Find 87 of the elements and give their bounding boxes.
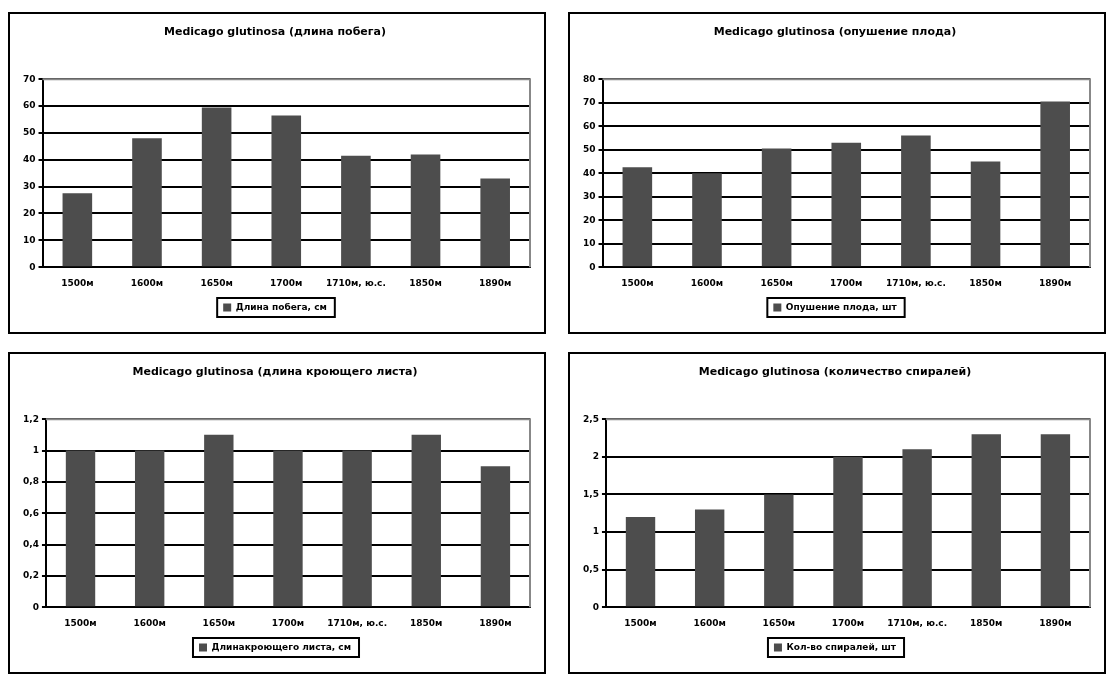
x-tick-label: 1600м	[690, 277, 724, 288]
y-tick-label: 20	[582, 214, 596, 225]
bar	[902, 449, 932, 607]
bar	[761, 148, 792, 267]
x-tick-label: 1850м	[969, 277, 1002, 288]
y-tick-label: 2,5	[582, 413, 599, 424]
bar	[831, 142, 862, 267]
legend-label: Длинакроющего листа, см	[211, 641, 352, 652]
y-tick-label: 50	[582, 144, 596, 155]
x-tick-label: 1700м	[831, 617, 865, 628]
x-tick-label: 1600м	[693, 617, 726, 628]
y-tick-label: 0,6	[22, 507, 39, 518]
bar	[970, 161, 1001, 267]
x-tick-label: 1600м	[133, 617, 166, 628]
y-tick-label: 20	[22, 207, 36, 218]
chart-title: Medicago glutinosa (длина кроющего листа)	[132, 365, 418, 379]
x-tick-label: 1890м	[478, 277, 512, 288]
x-tick-label: 1850м	[410, 617, 443, 628]
y-tick-label: 0,2	[22, 570, 39, 581]
y-tick-label: 2	[592, 451, 599, 462]
y-tick-label: 1	[32, 444, 39, 455]
chart-title: Medicago glutinosa (опушение плода)	[713, 25, 957, 39]
x-tick-label: 1500м	[61, 277, 94, 288]
x-tick-label: 1890м	[1039, 617, 1072, 628]
legend-label: Длина побега, см	[235, 301, 327, 312]
y-tick-label: 70	[22, 73, 36, 84]
y-tick-label: 50	[22, 127, 36, 138]
x-tick-label: 1500м	[64, 617, 97, 628]
bar	[480, 178, 510, 267]
bar	[271, 115, 302, 267]
x-tick-label: 1500м	[621, 277, 654, 288]
bar	[694, 509, 725, 607]
x-tick-label: 1710м, ю.с.	[327, 617, 388, 628]
y-tick-label: 1,2	[22, 413, 39, 424]
x-tick-label: 1650м	[202, 617, 236, 628]
y-tick-label: 0	[592, 601, 599, 612]
y-tick-label: 40	[582, 167, 596, 178]
y-tick-label: 70	[582, 97, 596, 108]
bar	[201, 107, 232, 267]
bar	[901, 135, 931, 267]
x-tick-label: 1650м	[760, 277, 793, 288]
y-tick-label: 30	[582, 191, 596, 202]
chart-title: Medicago glutinosa (количество спиралей)	[698, 365, 972, 379]
y-tick-label: 1	[592, 526, 599, 537]
bar	[833, 456, 863, 607]
x-tick-label: 1650м	[762, 617, 796, 628]
bar	[764, 494, 794, 607]
x-tick-label: 1890м	[1038, 277, 1072, 288]
x-tick-label: 1500м	[624, 617, 657, 628]
bar	[692, 173, 722, 267]
y-tick-label: 40	[22, 154, 36, 165]
y-tick-label: 1,5	[582, 488, 599, 499]
x-tick-label: 1710м, ю.с.	[887, 617, 948, 628]
x-tick-label: 1850м	[409, 277, 442, 288]
bar	[410, 154, 441, 267]
legend-label: Кол-во спиралей, шт	[786, 641, 897, 652]
x-tick-label: 1700м	[271, 617, 305, 628]
bar	[132, 138, 162, 267]
bar	[625, 516, 656, 607]
x-tick-label: 1600м	[130, 277, 164, 288]
bar	[1040, 101, 1070, 267]
chart-title: Medicago glutinosa (длина побега)	[164, 25, 386, 39]
bar	[971, 434, 1001, 607]
y-tick-label: 0,8	[22, 476, 39, 487]
legend-label: Опушение плода, шт	[785, 301, 898, 312]
y-tick-label: 60	[582, 120, 596, 131]
y-tick-label: 60	[22, 100, 36, 111]
y-tick-label: 10	[22, 234, 36, 245]
y-tick-label: 0	[32, 601, 39, 612]
x-tick-label: 1850м	[970, 617, 1003, 628]
x-tick-label: 1650м	[200, 277, 233, 288]
y-tick-label: 0	[29, 261, 36, 272]
y-tick-label: 0	[589, 261, 596, 272]
y-tick-label: 0,5	[582, 563, 599, 574]
bar	[341, 155, 371, 267]
bar	[62, 193, 93, 267]
x-tick-label: 1700м	[270, 277, 303, 288]
y-tick-label: 80	[582, 73, 596, 84]
x-tick-label: 1890м	[479, 617, 512, 628]
y-tick-label: 30	[22, 180, 36, 191]
y-tick-label: 10	[582, 238, 596, 249]
x-tick-label: 1710м, ю.с.	[885, 277, 946, 288]
y-tick-label: 0,4	[22, 538, 39, 549]
x-tick-label: 1700м	[830, 277, 863, 288]
bar	[622, 167, 653, 267]
bar	[1040, 434, 1071, 607]
x-tick-label: 1710м, ю.с.	[325, 277, 386, 288]
